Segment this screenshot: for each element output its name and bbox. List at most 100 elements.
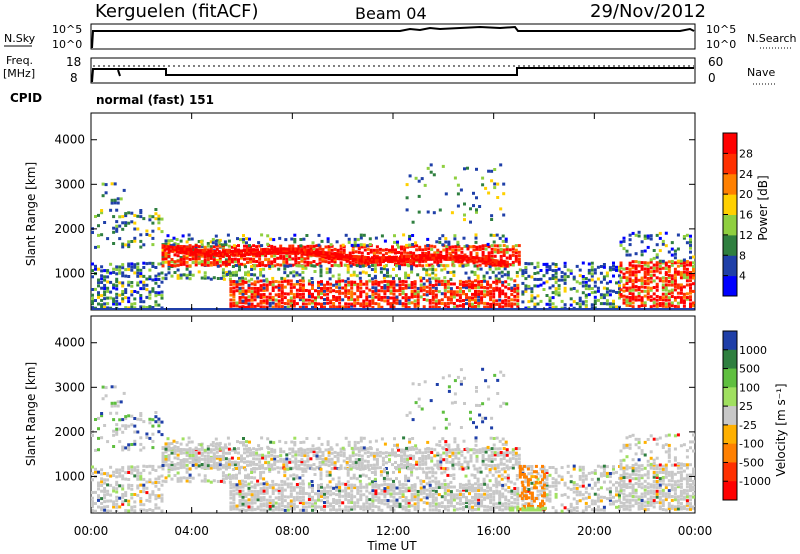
power-cell [673,298,677,302]
power-cell [355,274,359,278]
velocity-cell [167,466,171,469]
power-cell [440,298,444,302]
velocity-cell [350,489,354,493]
power-cell [516,289,520,293]
power-cell [113,182,117,186]
power-cell [194,257,198,261]
velocity-cell [347,495,351,498]
velocity-cell [457,448,461,452]
velocity-cell [139,436,143,440]
power-cell [170,258,174,261]
velocity-cell [457,460,461,464]
power-cell [431,289,435,293]
power-cell [452,282,456,286]
velocity-cell [490,447,494,451]
power-cell [331,274,335,278]
velocity-cell [374,492,378,496]
velocity-cell [394,451,397,455]
power-cell [238,268,241,272]
velocity-cell [235,507,239,511]
velocity-cell [292,496,296,500]
power-cell [508,263,512,267]
velocity-cell [265,502,269,506]
velocity-cell [321,457,325,461]
power-cell [336,253,340,257]
velocity-cell [130,505,134,509]
velocity-cell [433,463,437,467]
power-cell [449,287,453,291]
power-cell [238,282,242,286]
power-cell [569,297,573,301]
velocity-cell [370,466,374,470]
power-cell [274,304,278,308]
power-cell [242,249,245,253]
power-cell [103,221,107,224]
power-colorbar-swatch-4 [723,194,737,215]
power-cell [106,286,110,290]
velocity-cell [418,466,422,470]
nsky-tick-low: 10^0 [52,38,82,51]
power-cell [652,286,656,289]
power-cell [498,289,502,293]
velocity-cell [124,491,128,495]
velocity-cell [347,499,351,503]
power-cell [433,251,437,255]
velocity-cell [333,454,337,458]
power-cell [309,244,313,248]
power-cell [265,301,269,305]
velocity-cell [188,456,192,460]
power-cell [259,305,263,309]
power-cell [103,269,107,273]
power-cell [673,276,677,280]
power-cell [628,233,632,237]
power-cell [631,295,635,299]
power-cell [432,211,436,215]
velocity-cell [315,454,319,458]
power-cell [605,299,609,303]
power-cell [354,257,358,261]
power-cell [446,305,450,309]
velocity-cell [329,493,333,497]
power-cell [521,281,525,285]
velocity-cell [400,462,403,466]
velocity-cell [286,505,290,509]
power-cell [483,286,487,289]
velocity-cell [383,498,387,502]
velocity-cell [240,457,243,461]
velocity-cell [227,447,231,451]
power-cell [339,261,343,265]
velocity-cell [392,504,396,508]
power-cell [344,294,348,298]
power-cell [307,279,311,283]
power-cell [325,267,329,271]
velocity-cell [133,468,137,472]
power-cell [271,276,275,280]
velocity-cell [497,470,501,474]
power-cell [431,271,435,275]
power-cell [502,244,506,247]
velocity-cell [342,454,346,458]
power-cell [244,301,248,305]
power-cell [258,264,262,267]
velocity-cell [370,471,374,474]
power-cell [466,263,470,267]
power-cell [292,304,296,308]
power-cell [405,196,409,200]
power-cell [425,263,429,267]
power-cell [298,298,302,302]
velocity-cell [490,450,494,454]
power-cell [352,273,356,277]
power-cell [457,254,461,258]
power-cell [283,279,287,283]
power-cell [148,218,152,222]
power-cell [612,267,615,271]
velocity-cell [357,450,361,454]
velocity-cell [319,477,323,481]
velocity-cell [127,448,131,452]
velocity-cell [118,474,122,478]
power-cell [346,268,350,272]
power-cell [542,281,546,285]
velocity-cell [283,467,287,471]
power-cell [490,169,494,173]
velocity-cell [365,498,369,502]
